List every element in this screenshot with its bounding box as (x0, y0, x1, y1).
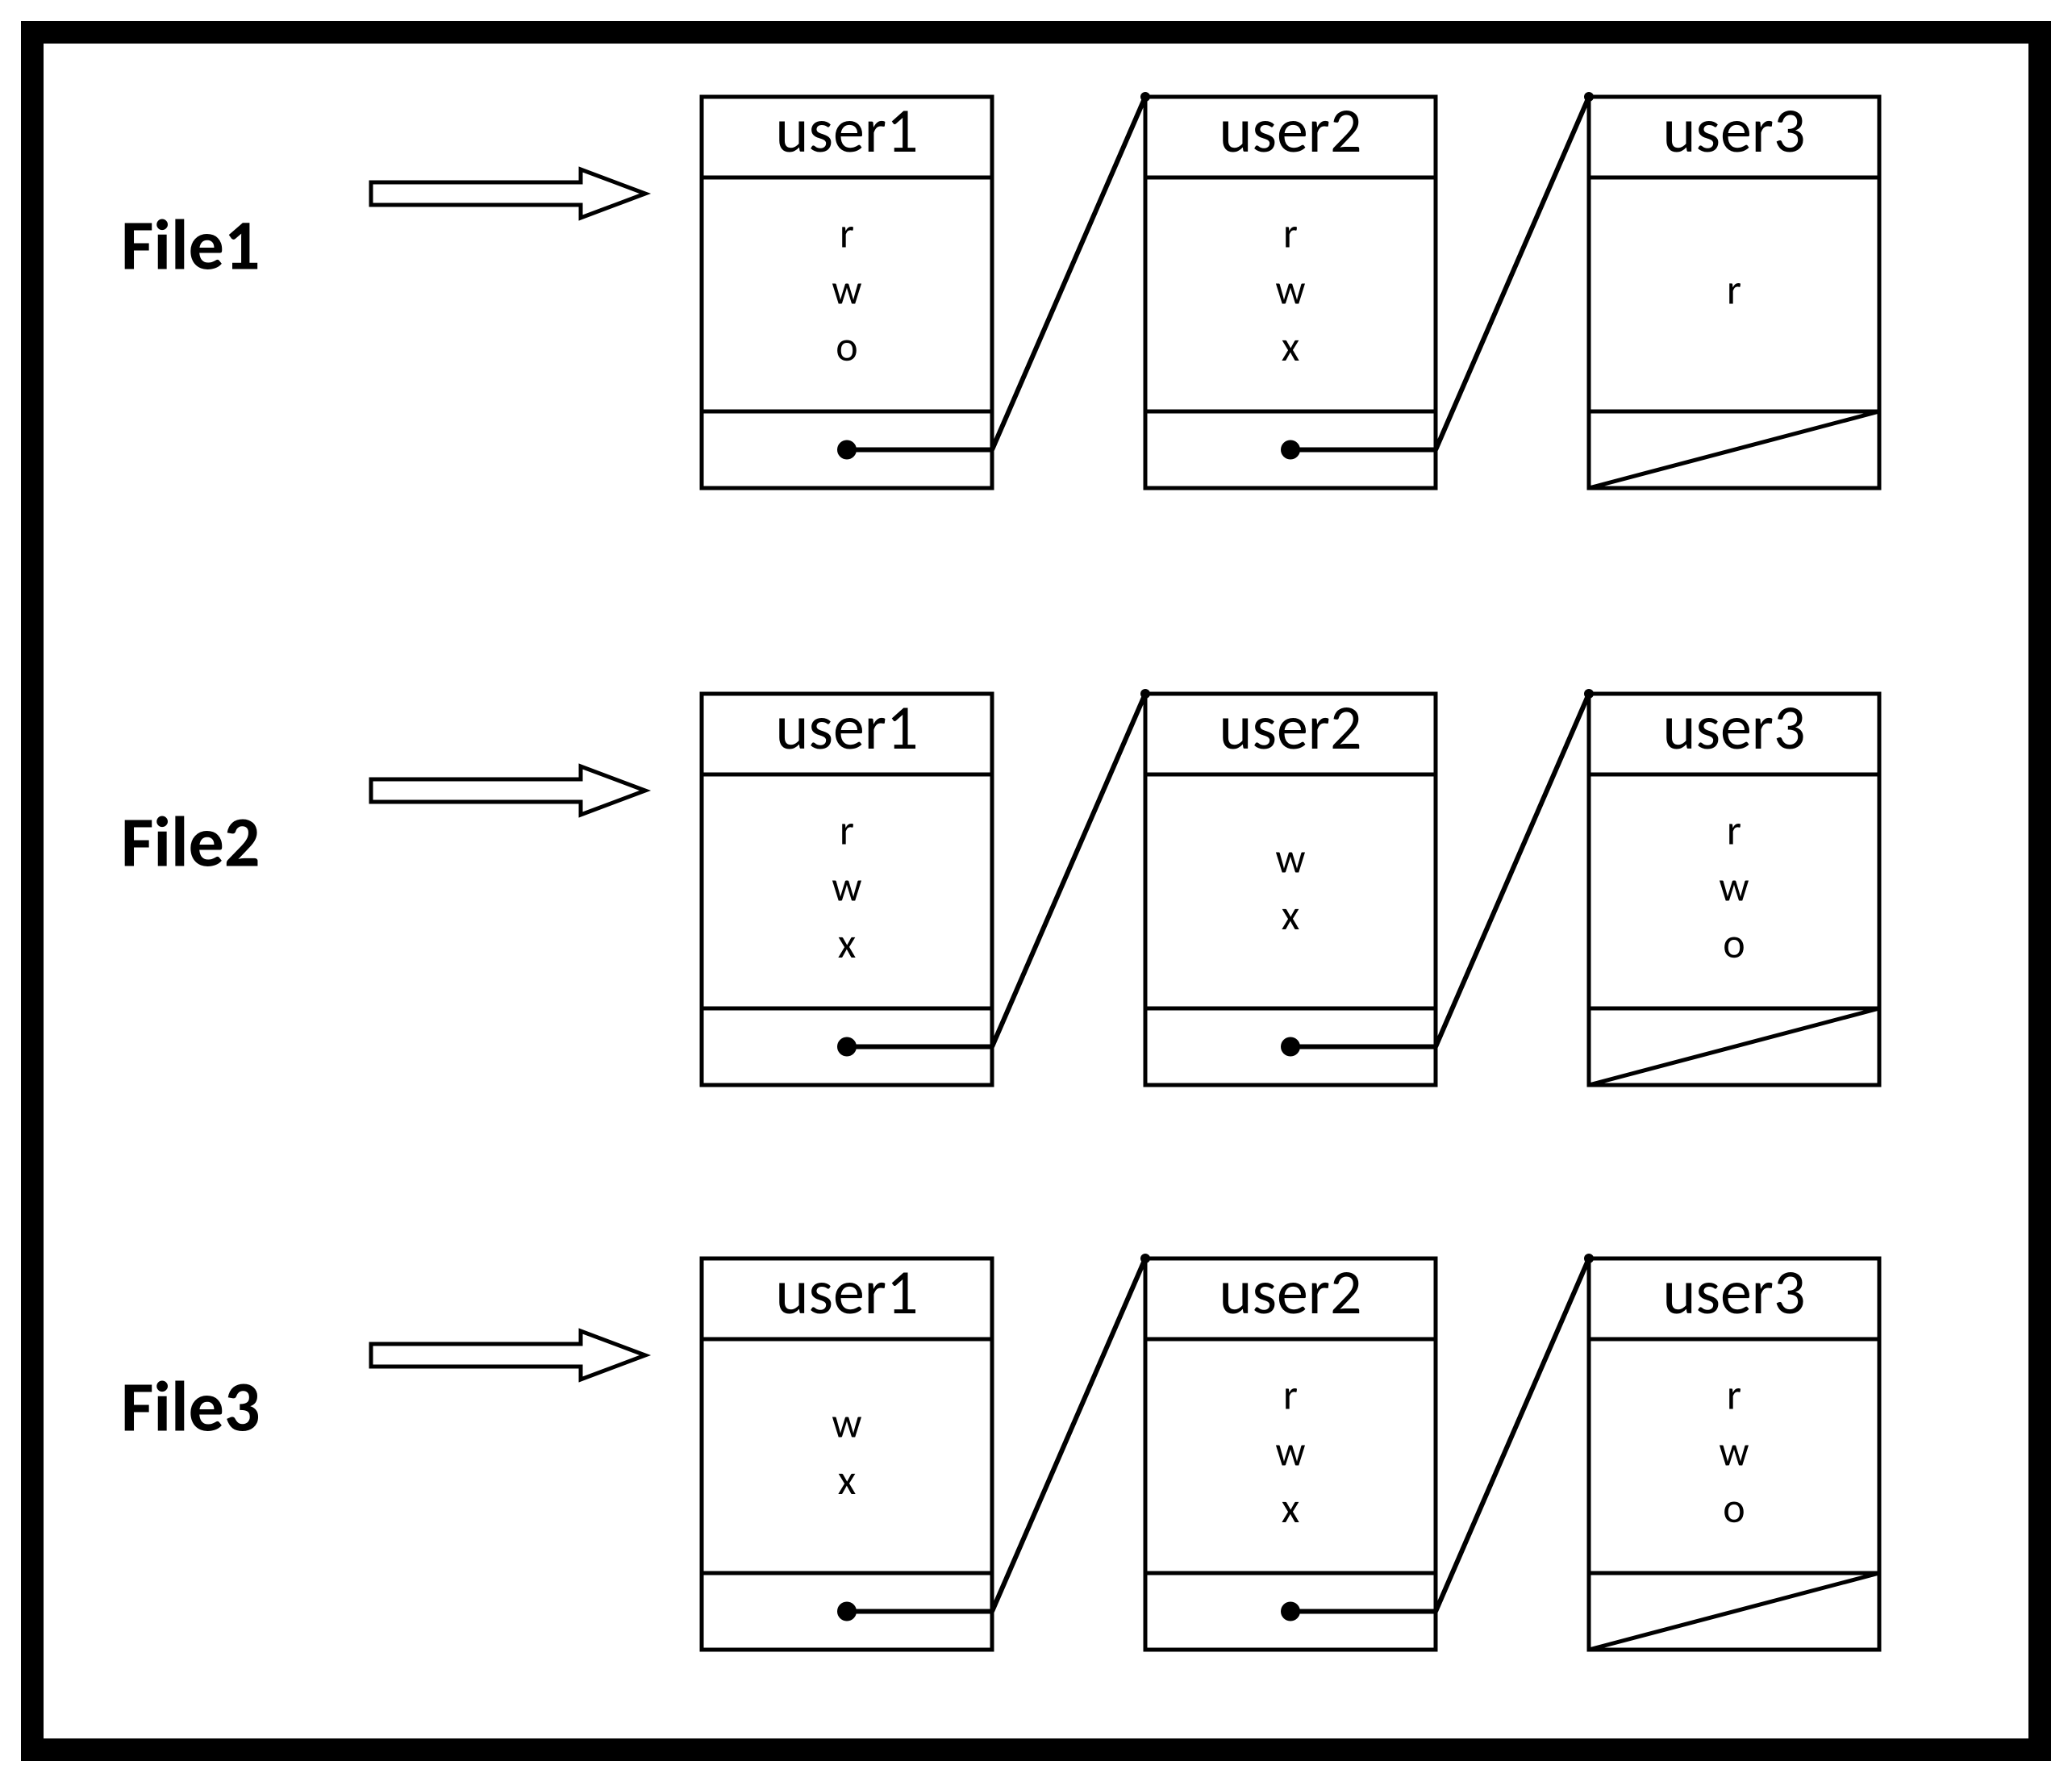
permission-letter: w (832, 264, 861, 315)
acl-node-row1-col2: user3 rwo (1589, 689, 1879, 1085)
acl-node-row1-col0: user1 rwx (702, 689, 992, 1085)
acl-node-row0-col0: user1 rwo (702, 92, 992, 488)
permission-letter: w (1275, 833, 1305, 884)
node-header: user1 (775, 689, 918, 766)
acl-node-row2-col2: user3 rwo (1589, 1254, 1879, 1650)
acl-node-row1-col1: user2 wx (1145, 689, 1436, 1085)
permission-letter: r (1727, 804, 1741, 856)
permission-letter: o (1723, 1482, 1745, 1534)
permission-letter: w (832, 1397, 861, 1449)
permission-letter: w (1719, 1425, 1749, 1477)
pointer-endpoint-icon (1584, 689, 1594, 699)
pointer-endpoint-icon (1140, 92, 1150, 102)
pointer-endpoint-icon (1584, 92, 1594, 102)
permission-letter: w (1719, 861, 1749, 912)
permission-letter: x (838, 1454, 857, 1505)
acl-diagram: File1user1rwouser2rwxuser3rFile2user1rwx… (0, 0, 2072, 1782)
permission-letter: o (836, 320, 857, 372)
permission-letter: r (1283, 207, 1298, 259)
acl-node-row0-col1: user2 rwx (1145, 92, 1436, 488)
pointer-endpoint-icon (1584, 1254, 1594, 1263)
node-header: user2 (1219, 1254, 1361, 1330)
permission-letter: w (832, 861, 861, 912)
file-label: File1 (121, 201, 261, 288)
permission-letter: x (1282, 1482, 1300, 1534)
permission-letter: x (1282, 320, 1300, 372)
pointer-endpoint-icon (1140, 1254, 1150, 1263)
node-header: user1 (775, 92, 918, 169)
permission-letter: r (1727, 264, 1741, 315)
permission-letter: o (1723, 917, 1745, 969)
permission-letter: w (1275, 1425, 1305, 1477)
permission-letter: w (1275, 264, 1305, 315)
acl-node-row0-col2: user3 r (1589, 92, 1879, 488)
permission-letter: r (1727, 1369, 1741, 1421)
pointer-endpoint-icon (1140, 689, 1150, 699)
node-header: user3 (1662, 689, 1805, 766)
node-header: user2 (1219, 689, 1361, 766)
node-header: user2 (1219, 92, 1361, 169)
permission-letter: x (1282, 889, 1300, 941)
file-label: File2 (121, 798, 261, 885)
node-header: user3 (1662, 92, 1805, 169)
node-header: user1 (775, 1254, 918, 1330)
permission-letter: r (1283, 1369, 1298, 1421)
node-header: user3 (1662, 1254, 1805, 1330)
acl-node-row2-col0: user1 wx (702, 1254, 992, 1650)
permission-letter: r (840, 804, 854, 856)
acl-node-row2-col1: user2 rwx (1145, 1254, 1436, 1650)
permission-letter: x (838, 917, 857, 969)
permission-letter: r (840, 207, 854, 259)
file-label: File3 (121, 1363, 261, 1450)
